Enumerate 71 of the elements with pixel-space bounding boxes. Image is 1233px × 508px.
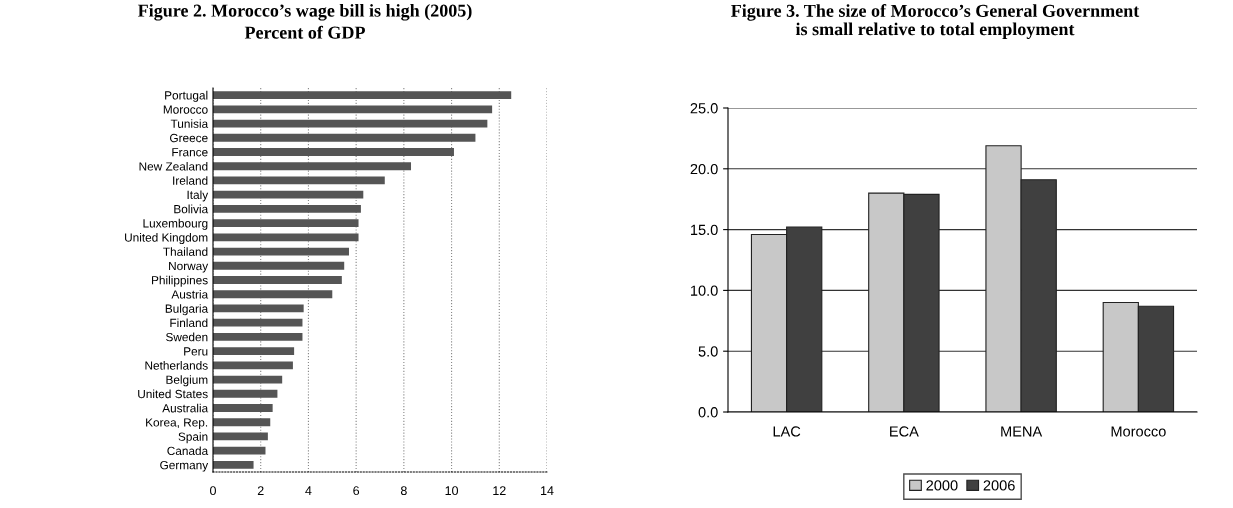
y-tick-label: Canada	[167, 446, 209, 456]
y-tick-label: Greece	[170, 133, 208, 143]
legend-label: 2006	[983, 480, 1015, 491]
y-tick-label: Netherlands	[145, 361, 208, 370]
y-tick-label: Luxembourg	[143, 218, 208, 230]
bar	[213, 418, 271, 427]
x-tick-label: Morocco	[1111, 426, 1166, 437]
y-tick-label: Finland	[170, 318, 208, 328]
y-tick-label: Bolivia	[174, 204, 209, 214]
chart-title: Figure 3. The size of Morocco’s General Government is small relative to total employment	[731, 4, 1140, 39]
bar	[213, 162, 412, 171]
bar	[213, 389, 278, 398]
bar	[213, 446, 266, 455]
x-tick-label: ECA	[890, 426, 919, 437]
bar	[213, 332, 303, 341]
bar	[213, 133, 476, 142]
bar	[213, 404, 273, 412]
y-tick-label: Spain	[178, 432, 208, 444]
y-tick-label: 10.0	[691, 285, 718, 296]
y-tick-label: Germany	[160, 460, 209, 472]
y-tick-label: Tunisia	[170, 119, 209, 128]
x-tick-label: 6	[353, 486, 360, 496]
y-tick-label: Portugal	[165, 90, 208, 102]
bar	[213, 91, 512, 100]
bar	[213, 261, 345, 270]
bar	[213, 347, 295, 356]
bar	[213, 233, 359, 242]
y-tick-label: Bulgaria	[165, 304, 209, 316]
y-tick-label: 0.0	[698, 407, 718, 418]
y-tick-label: Sweden	[166, 332, 208, 342]
legend-label: 2000	[926, 480, 958, 491]
y-tick-label: Ireland	[173, 176, 208, 185]
y-tick-label: United States	[138, 389, 208, 399]
y-tick-label: Norway	[169, 261, 209, 273]
y-tick-label: Australia	[162, 403, 209, 413]
bar	[213, 276, 342, 284]
x-tick-label: 2	[257, 486, 264, 495]
x-tick-label: 4	[305, 486, 312, 495]
x-tick-label: 8	[400, 486, 407, 496]
x-tick-label: LAC	[773, 426, 801, 437]
y-tick-label: United Kingdom	[125, 233, 208, 245]
y-tick-label: 25.0	[690, 103, 718, 114]
bar	[213, 361, 293, 370]
y-tick-label: Austria	[171, 289, 209, 299]
x-tick-label: 14	[541, 486, 554, 495]
y-tick-label: 15.0	[691, 224, 718, 236]
bar	[213, 204, 361, 213]
y-tick-label: Peru	[184, 347, 208, 356]
y-tick-label: Morocco	[163, 105, 208, 114]
y-tick-label: Belgium	[166, 375, 208, 387]
chart-subtitle: Percent of GDP	[244, 25, 365, 39]
y-tick-label: 20.0	[690, 163, 718, 175]
bar	[213, 219, 359, 228]
bar	[213, 105, 493, 114]
y-tick-label: France	[172, 148, 208, 157]
x-tick-label: 0	[210, 486, 216, 496]
bar	[213, 190, 364, 199]
y-tick-label: Thailand	[163, 247, 208, 256]
y-tick-label: Italy	[187, 190, 209, 202]
bar	[213, 318, 303, 327]
y-tick-label: 5.0	[698, 346, 718, 357]
y-tick-label: New Zealand	[139, 161, 208, 171]
x-tick-label: 12	[493, 486, 506, 495]
bar	[213, 460, 254, 469]
bar	[213, 290, 333, 299]
y-tick-label: Korea, Rep.	[146, 418, 208, 429]
chart-title: Figure 2. Morocco’s wage bill is high (2005)	[137, 4, 472, 21]
x-tick-label: 10	[445, 486, 459, 496]
bar	[213, 148, 454, 156]
x-tick-label: MENA	[1001, 426, 1043, 437]
y-tick-label: Philippines	[152, 275, 208, 287]
